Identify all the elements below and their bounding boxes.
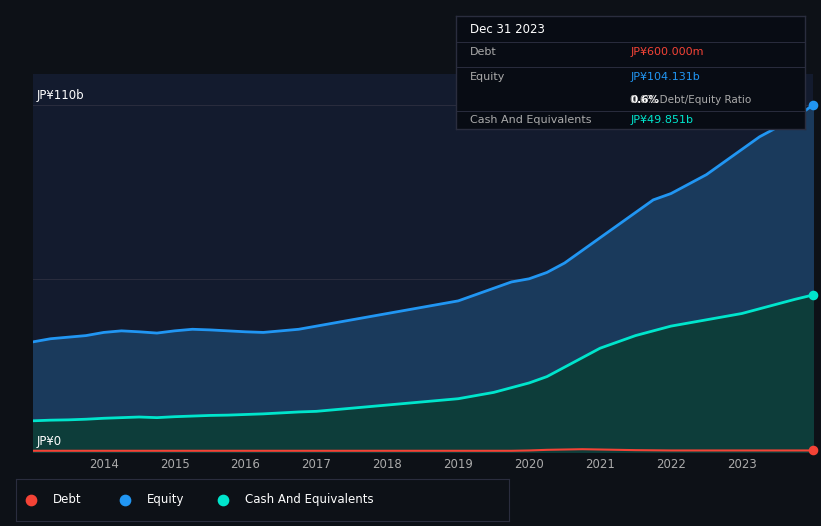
Text: JP¥110b: JP¥110b [36,89,84,102]
Text: 0.6% Debt/Equity Ratio: 0.6% Debt/Equity Ratio [631,95,751,105]
Point [806,446,819,454]
Text: JP¥600.000m: JP¥600.000m [631,47,704,57]
Text: JP¥49.851b: JP¥49.851b [631,115,693,125]
Text: Cash And Equivalents: Cash And Equivalents [470,115,591,125]
Text: Debt: Debt [470,47,497,57]
Text: JP¥0: JP¥0 [36,434,62,448]
Point [806,291,819,299]
Text: Cash And Equivalents: Cash And Equivalents [245,493,374,506]
Text: Equity: Equity [147,493,185,506]
Text: JP¥104.131b: JP¥104.131b [631,73,699,83]
Text: Debt: Debt [53,493,82,506]
Text: 0.6%: 0.6% [631,95,659,105]
Text: Equity: Equity [470,73,505,83]
Point [806,101,819,109]
Point [391,304,404,312]
Text: Dec 31 2023: Dec 31 2023 [470,23,544,36]
